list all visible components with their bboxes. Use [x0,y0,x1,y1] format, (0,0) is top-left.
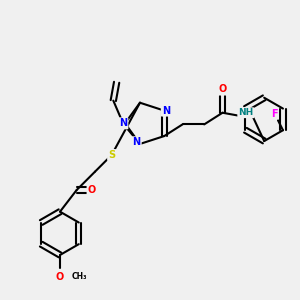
Text: NH: NH [238,108,254,117]
Text: N: N [119,118,128,128]
Text: CH₃: CH₃ [72,272,87,281]
Text: F: F [271,109,278,118]
Text: N: N [162,106,170,116]
Text: O: O [218,84,227,94]
Text: O: O [88,185,96,195]
Text: O: O [56,272,64,282]
Text: S: S [108,150,115,160]
Text: N: N [133,137,141,147]
